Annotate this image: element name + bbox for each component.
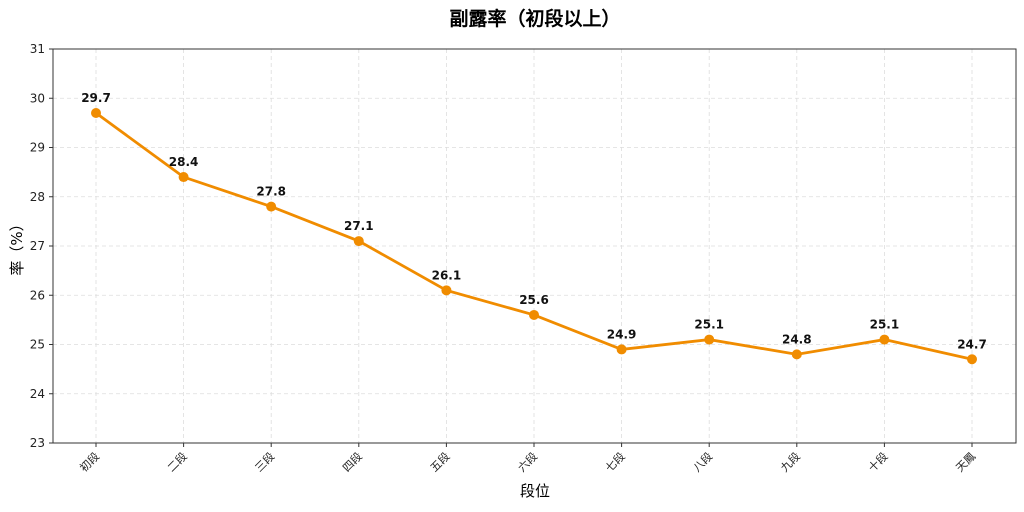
data-point xyxy=(91,108,101,119)
data-point xyxy=(616,344,627,355)
data-label: 25.1 xyxy=(870,318,900,332)
x-tick-label: 八段 xyxy=(690,449,715,474)
x-tick-label: 九段 xyxy=(777,449,802,474)
x-tick-label: 十段 xyxy=(865,449,890,474)
data-label: 29.7 xyxy=(81,91,111,105)
data-label: 25.6 xyxy=(519,293,549,307)
y-tick-label: 28 xyxy=(30,190,45,204)
x-tick-label: 三段 xyxy=(252,449,277,474)
chart-title: 副露率（初段以上） xyxy=(449,7,620,30)
data-label: 27.8 xyxy=(256,185,286,199)
data-point xyxy=(879,334,890,345)
x-tick-label: 初段 xyxy=(77,449,102,474)
plot-frame xyxy=(52,48,1017,444)
x-tick-label: 天鳳 xyxy=(953,450,978,475)
data-point xyxy=(791,349,802,360)
y-tick-label: 31 xyxy=(30,42,45,56)
data-point xyxy=(266,201,277,212)
x-tick-label: 五段 xyxy=(427,449,452,474)
y-tick-label: 23 xyxy=(30,436,45,450)
data-label: 27.1 xyxy=(344,219,374,233)
x-tick-label: 二段 xyxy=(164,449,189,474)
data-label: 24.9 xyxy=(607,327,637,341)
data-label: 28.4 xyxy=(169,155,199,169)
data-point xyxy=(353,236,364,247)
data-point xyxy=(529,309,539,320)
x-tick-label: 七段 xyxy=(602,449,627,474)
y-tick-label: 30 xyxy=(30,91,45,105)
y-tick-label: 27 xyxy=(30,239,45,253)
data-point xyxy=(967,354,977,365)
x-tick-label: 四段 xyxy=(339,449,364,474)
x-axis-label: 段位 xyxy=(520,482,550,500)
x-tick-label: 六段 xyxy=(515,449,540,474)
data-label: 24.7 xyxy=(957,337,987,351)
y-axis-label: 率（%） xyxy=(8,216,26,275)
data-point xyxy=(178,172,189,183)
data-point xyxy=(704,334,715,345)
data-label: 25.1 xyxy=(694,318,724,332)
y-tick-label: 26 xyxy=(30,288,45,302)
data-label: 24.8 xyxy=(782,332,812,346)
y-tick-label: 29 xyxy=(30,141,45,155)
data-label: 26.1 xyxy=(432,268,462,282)
y-tick-label: 25 xyxy=(30,338,45,352)
data-point xyxy=(441,285,452,296)
y-tick-label: 24 xyxy=(30,387,45,401)
